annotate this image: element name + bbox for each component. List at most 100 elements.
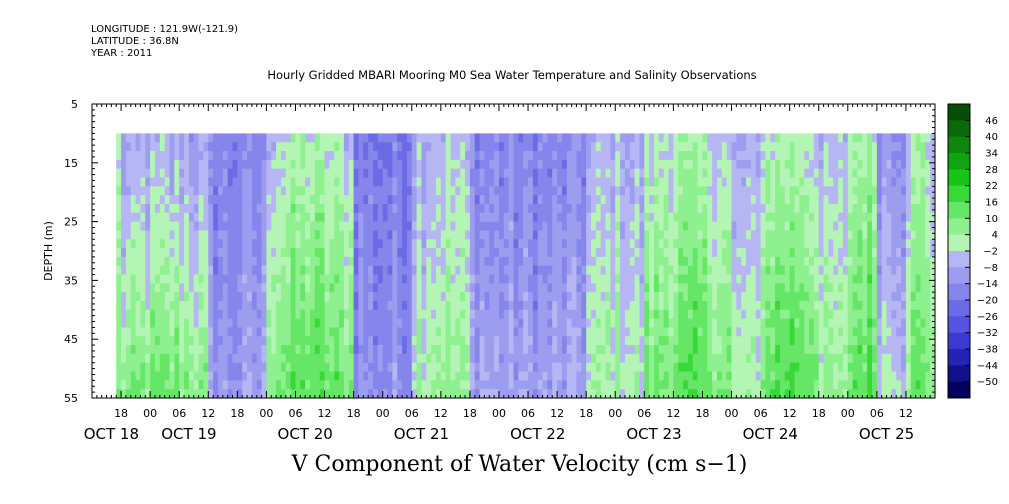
heatmap-cell (164, 248, 171, 258)
heatmap-cell (901, 371, 907, 381)
heatmap-cell (789, 239, 796, 249)
heatmap-cell (387, 221, 393, 232)
heatmap-cell (406, 256, 413, 267)
heatmap-cell (125, 362, 132, 373)
heatmap-cell (421, 203, 427, 214)
heatmap-cell (600, 300, 607, 311)
heatmap-cell (203, 318, 209, 329)
heatmap-cell (227, 345, 234, 355)
heatmap-cell (159, 168, 166, 179)
heatmap-cell (319, 292, 326, 302)
heatmap-cell (697, 177, 704, 187)
heatmap-cell (654, 248, 660, 258)
heatmap-cell (678, 239, 684, 249)
heatmap-cell (528, 248, 534, 258)
heatmap-cell (905, 212, 912, 223)
heatmap-cell (833, 389, 839, 399)
heatmap-cell (377, 380, 384, 390)
heatmap-cell (736, 336, 742, 346)
heatmap-cell (561, 309, 568, 320)
heatmap-cell (232, 248, 238, 258)
heatmap-cell (809, 186, 815, 196)
heatmap-cell (164, 353, 171, 364)
heatmap-cell (818, 265, 825, 276)
heatmap-cell (542, 309, 549, 320)
heatmap-cell (629, 318, 636, 329)
heatmap-cell (842, 151, 849, 161)
heatmap-cell (242, 345, 248, 355)
heatmap-cell (731, 159, 737, 170)
heatmap-cell (169, 283, 175, 293)
heatmap-cell (276, 133, 282, 143)
heatmap-cell (290, 380, 297, 390)
heatmap-cell (591, 177, 597, 187)
heatmap-cell (348, 292, 355, 302)
heatmap-cell (721, 203, 728, 214)
heatmap-cell (353, 380, 360, 390)
heatmap-cell (290, 133, 297, 143)
heatmap-cell (174, 142, 180, 152)
heatmap-cell (571, 177, 578, 187)
heatmap-cell (673, 186, 679, 196)
heatmap-cell (406, 371, 413, 381)
heatmap-cell (818, 186, 825, 196)
heatmap-cell (213, 142, 219, 152)
heatmap-cell (881, 195, 888, 205)
heatmap-cell (881, 151, 888, 161)
heatmap-cell (445, 362, 452, 373)
heatmap-cell (692, 283, 699, 293)
heatmap-cell (198, 380, 205, 390)
heatmap-cell (387, 362, 393, 373)
heatmap-cell (494, 283, 500, 293)
heatmap-cell (484, 309, 490, 320)
heatmap-cell (581, 327, 587, 337)
heatmap-cell (348, 274, 355, 284)
heatmap-cell (915, 371, 922, 381)
heatmap-cell (213, 389, 219, 399)
heatmap-cell (663, 142, 670, 152)
heatmap-cell (799, 186, 805, 196)
heatmap-cell (460, 142, 466, 152)
heatmap-cell (818, 362, 825, 373)
heatmap-cell (654, 239, 660, 249)
heatmap-cell (373, 177, 379, 187)
heatmap-cell (276, 221, 282, 232)
heatmap-cell (479, 212, 486, 223)
heatmap-cell (697, 133, 704, 143)
heatmap-cell (712, 309, 718, 320)
heatmap-cell (353, 195, 360, 205)
heatmap-cell (581, 159, 587, 170)
heatmap-cell (523, 256, 529, 267)
heatmap-cell (586, 389, 592, 399)
heatmap-cell (455, 265, 461, 276)
heatmap-cell (222, 300, 229, 311)
heatmap-cell (624, 159, 631, 170)
heatmap-cell (741, 195, 747, 205)
heatmap-cell (687, 265, 694, 276)
heatmap-cell (247, 151, 253, 161)
heatmap-cell (838, 300, 844, 311)
heatmap-cell (833, 256, 839, 267)
heatmap-cell (760, 248, 767, 258)
heatmap-cell (145, 168, 151, 179)
heatmap-cell (610, 239, 616, 249)
heatmap-cell (770, 151, 776, 161)
heatmap-cell (731, 380, 737, 390)
heatmap-cell (547, 371, 553, 381)
heatmap-cell (285, 309, 292, 320)
heatmap-cell (716, 300, 723, 311)
heatmap-cell (620, 168, 626, 179)
heatmap-cell (494, 221, 500, 232)
heatmap-cell (692, 389, 699, 399)
heatmap-cell (731, 248, 737, 258)
heatmap-cell (692, 212, 699, 223)
heatmap-cell (256, 353, 263, 364)
heatmap-cell (295, 212, 301, 223)
heatmap-cell (382, 133, 389, 143)
heatmap-cell (140, 221, 146, 232)
heatmap-cell (736, 133, 742, 143)
heatmap-cell (392, 177, 398, 187)
heatmap-cell (610, 159, 616, 170)
heatmap-cell (285, 283, 292, 293)
heatmap-cell (629, 159, 636, 170)
